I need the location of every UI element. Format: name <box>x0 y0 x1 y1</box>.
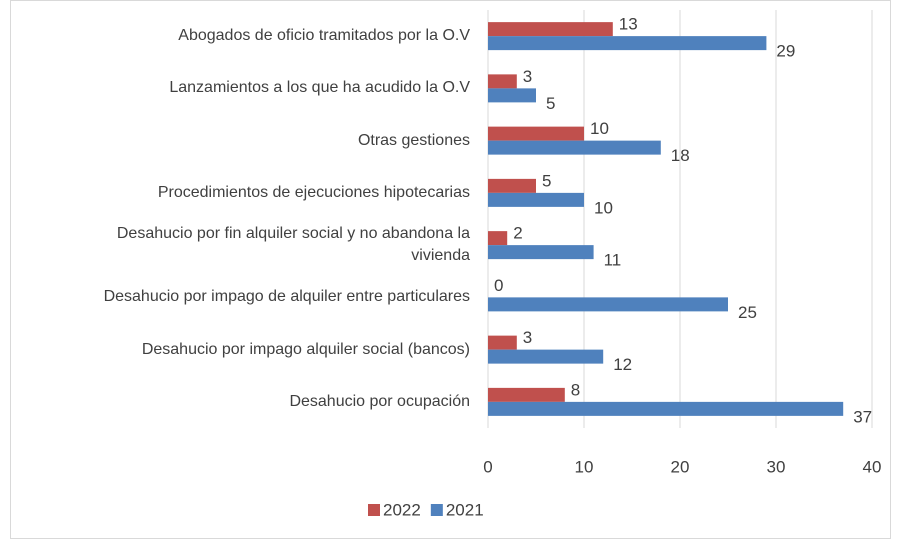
legend-swatch <box>430 504 443 516</box>
bar <box>488 178 536 193</box>
value-label: 37 <box>853 407 872 426</box>
chart-border <box>10 0 891 539</box>
value-label: 8 <box>571 380 580 399</box>
legend-label: 2022 <box>383 500 421 519</box>
x-tick-label: 20 <box>671 457 690 476</box>
category-label: Desahucio por ocupación <box>289 392 470 410</box>
bar <box>488 245 594 260</box>
bar <box>488 140 661 155</box>
value-label: 11 <box>604 251 622 270</box>
category-label: Lanzamientos a los que ha acudido la O.V <box>169 79 470 97</box>
value-label: 12 <box>613 355 632 374</box>
value-label: 13 <box>619 15 638 34</box>
x-tick-label: 40 <box>863 457 882 476</box>
value-label: 2 <box>513 224 522 243</box>
value-label: 25 <box>738 303 757 322</box>
value-label: 3 <box>523 328 532 347</box>
x-tick-label: 10 <box>575 457 594 476</box>
value-label: 5 <box>546 94 555 113</box>
category-label: Abogados de oficio tramitados por la O.V <box>178 27 470 45</box>
bar <box>488 349 604 364</box>
bar <box>488 192 584 207</box>
category-label: Desahucio por impago alquiler social (ba… <box>141 340 470 358</box>
bar <box>488 231 508 246</box>
value-label: 29 <box>776 42 795 61</box>
bar <box>488 88 536 103</box>
value-label: 10 <box>594 198 613 217</box>
value-label: 18 <box>671 146 690 165</box>
bar <box>488 74 517 89</box>
legend-swatch <box>368 504 380 516</box>
bar <box>488 297 728 312</box>
bar <box>488 22 613 37</box>
x-tick-label: 30 <box>767 457 786 476</box>
bar <box>488 387 565 402</box>
value-label: 3 <box>523 67 532 86</box>
legend-label: 2021 <box>446 500 484 519</box>
value-label: 0 <box>494 276 503 295</box>
bar <box>488 126 584 141</box>
category-label: Otras gestiones <box>357 131 470 149</box>
x-tick-label: 0 <box>483 457 492 476</box>
category-label: Desahucio por fin alquiler social y no a… <box>116 225 470 265</box>
category-label: Desahucio por impago de alquiler entre p… <box>103 288 470 306</box>
bar <box>488 335 517 350</box>
value-label: 10 <box>590 119 609 138</box>
bar <box>488 36 767 51</box>
value-label: 5 <box>542 171 551 190</box>
bar <box>488 401 844 416</box>
category-label: Procedimientos de ejecuciones hipotecari… <box>157 183 470 201</box>
